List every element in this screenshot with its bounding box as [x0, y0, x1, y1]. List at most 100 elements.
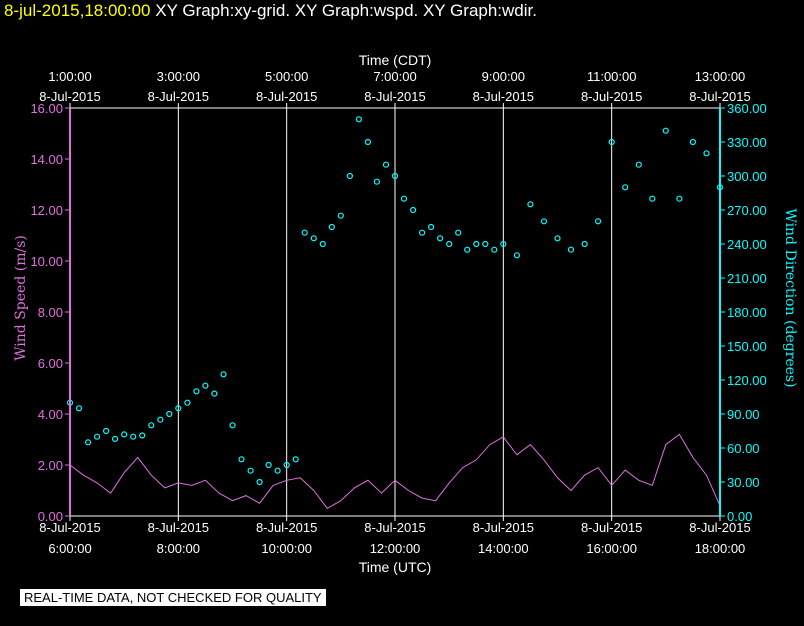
x-top-tick-date: 8-Jul-2015 [364, 89, 425, 104]
wind-direction-point [491, 246, 498, 253]
x-bottom-tick-time: 10:00:00 [261, 541, 312, 556]
wind-direction-point [410, 206, 417, 214]
x-top-tick-date: 8-Jul-2015 [689, 89, 750, 104]
y-right-tick-label: 240.00 [727, 237, 767, 252]
wind-direction-point [482, 240, 489, 248]
wind-direction-point [622, 184, 629, 191]
y-right-tick-label: 180.00 [727, 305, 767, 320]
wind-direction-point [662, 127, 669, 134]
wind-direction-point [130, 433, 137, 440]
x-top-tick-time: 9:00:00 [482, 69, 525, 84]
wind-direction-point [301, 229, 308, 236]
wind-direction-point [419, 229, 426, 236]
wind-direction-point [373, 178, 380, 185]
wind-direction-point [649, 195, 656, 202]
wind-direction-point [554, 235, 561, 242]
y-right-tick-label: 270.00 [727, 203, 767, 218]
x-bottom-tick-date: 8-Jul-2015 [148, 520, 209, 535]
x-top-tick-date: 8-Jul-2015 [256, 89, 317, 104]
wind-direction-series [66, 116, 724, 486]
x-top-tick-date: 8-Jul-2015 [148, 89, 209, 104]
wind-direction-point [157, 416, 164, 423]
wind-direction-point [256, 478, 263, 486]
wind-direction-point [274, 467, 281, 474]
wind-direction-point [238, 456, 245, 463]
wind-direction-point [93, 433, 101, 440]
y-right-tick-label: 30.00 [727, 475, 760, 490]
y-left-tick-label: 0.00 [38, 509, 63, 524]
y-left-axis-title: Wind Speed (m/s) [13, 235, 29, 361]
wind-direction-point [310, 235, 317, 242]
wind-direction-point [513, 252, 521, 259]
wind-direction-point [102, 427, 110, 435]
x-top-tick-date: 8-Jul-2015 [39, 89, 100, 104]
axes: 8-Jul-2015 6:00:00 8-Jul-2015 8:00:00 8-Jul-… [30, 69, 766, 556]
x-top-tick-time: 13:00:00 [695, 69, 746, 84]
wind-direction-point [464, 246, 471, 253]
y-right-tick-label: 150.00 [727, 339, 767, 354]
x-bottom-tick-date: 8-Jul-2015 [473, 520, 534, 535]
wind-direction-point [139, 432, 146, 439]
x-bottom-tick-time: 16:00:00 [586, 541, 637, 556]
chart-header: 8-jul-2015,18:00:00 XY Graph:xy-grid. XY… [4, 1, 537, 21]
wind-direction-point [111, 435, 119, 442]
x-top-tick-time: 5:00:00 [265, 69, 308, 84]
y-left-tick-label: 14.00 [30, 152, 63, 167]
x-top-tick-time: 1:00:00 [48, 69, 91, 84]
wind-direction-point [337, 212, 344, 219]
x-top-tick-date: 8-Jul-2015 [473, 89, 534, 104]
wind-direction-point [473, 240, 480, 248]
wind-direction-point [319, 240, 326, 248]
wind-direction-point [567, 246, 575, 253]
wind-direction-point [355, 116, 362, 123]
y-right-tick-label: 210.00 [727, 271, 767, 286]
y-left-tick-label: 2.00 [38, 458, 63, 473]
wind-direction-point [292, 456, 299, 463]
x-bottom-tick-time: 18:00:00 [695, 541, 746, 556]
y-right-tick-label: 120.00 [727, 373, 767, 388]
wind-direction-point [500, 240, 507, 248]
grid-lines [177, 108, 613, 516]
y-right-tick-label: 300.00 [727, 169, 767, 184]
wind-direction-point [121, 431, 128, 438]
y-right-tick-label: 330.00 [727, 135, 767, 150]
x-top-tick-time: 7:00:00 [373, 69, 416, 84]
wind-speed-series [69, 433, 721, 510]
wind-direction-point [202, 382, 209, 389]
x-bottom-tick-date: 8-Jul-2015 [39, 520, 100, 535]
header-timestamp: 8-jul-2015,18:00:00 [4, 1, 151, 20]
wind-direction-point [283, 461, 290, 469]
x-bottom-tick-date: 8-Jul-2015 [256, 520, 317, 535]
y-left-tick-label: 8.00 [38, 305, 63, 320]
wind-direction-point [265, 461, 272, 469]
x-bottom-axis-title: Time (UTC) [359, 559, 432, 575]
y-right-tick-label: 90.00 [727, 407, 760, 422]
wind-direction-point [428, 223, 435, 231]
x-top-axis-title: Time (CDT) [359, 52, 432, 68]
wind-direction-point [540, 218, 548, 225]
x-bottom-tick-time: 12:00:00 [370, 541, 421, 556]
wind-direction-point [148, 422, 155, 429]
quality-disclaimer: REAL-TIME DATA, NOT CHECKED FOR QUALITY [20, 589, 326, 606]
wind-direction-point [84, 439, 92, 446]
header-graph-list: XY Graph:xy-grid. XY Graph:wspd. XY Grap… [155, 1, 537, 20]
wind-direction-point [703, 150, 710, 157]
wind-direction-point [437, 235, 444, 242]
x-bottom-tick-date: 8-Jul-2015 [581, 520, 642, 535]
y-left-tick-label: 4.00 [38, 407, 63, 422]
x-top-tick-time: 11:00:00 [587, 69, 637, 84]
x-bottom-tick-time: 8:00:00 [157, 541, 200, 556]
wind-direction-point [220, 371, 227, 378]
wind-direction-point [391, 172, 399, 180]
y-right-tick-label: 60.00 [727, 441, 760, 456]
wind-direction-point [247, 467, 254, 474]
y-left-tick-label: 10.00 [30, 254, 63, 269]
x-top-tick-date: 8-Jul-2015 [581, 89, 642, 104]
y-left-tick-label: 6.00 [38, 356, 63, 371]
wind-direction-point [75, 405, 83, 412]
wind-direction-point [446, 240, 453, 248]
wind-direction-point [166, 410, 173, 418]
wind-direction-point [455, 229, 462, 236]
y-left-tick-label: 16.00 [30, 101, 63, 116]
